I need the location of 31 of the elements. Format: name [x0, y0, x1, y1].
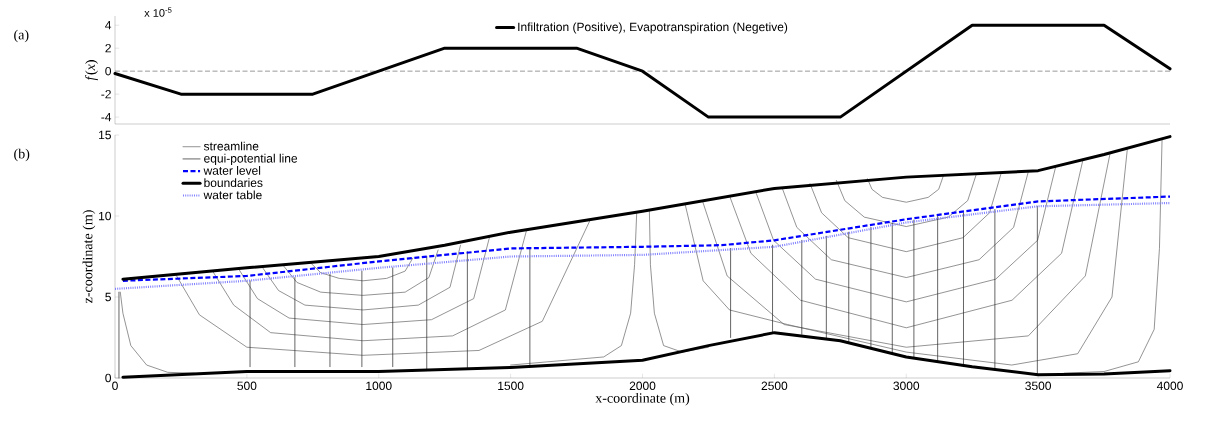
line-series [113, 201, 1172, 290]
line-series [113, 23, 1172, 119]
y-axis-title: z-coordinate (m) [82, 210, 96, 303]
text: (b) [14, 148, 30, 162]
y-tick-label: 5 [105, 292, 111, 302]
x-axis-title: x-coordinate (m) [595, 392, 690, 406]
y-tick-label: 4 [105, 21, 112, 30]
legend-label: water table [203, 190, 262, 200]
x-tick-label: 4000 [1156, 381, 1183, 391]
legend-label: equi-potential line [204, 153, 298, 166]
x-tick-label: 2000 [629, 381, 656, 391]
x-tick-label: 2500 [761, 381, 788, 391]
legend-label: boundaries [204, 178, 263, 188]
annotation: x 10$^{-5}$ [144, 7, 172, 17]
legend-label: water level [203, 166, 261, 175]
x-tick-label: 3000 [893, 381, 920, 391]
y-tick-label: 0 [105, 66, 112, 76]
y-axis-title: f(x) [85, 60, 98, 81]
y-tick-label: 0 [105, 373, 112, 383]
x-tick-label: 1000 [366, 381, 392, 391]
y-tick-label: 15 [99, 130, 111, 140]
y-tick-label: 10 [99, 211, 112, 221]
text: (a) [14, 29, 29, 43]
y-tick-label: -4 [101, 112, 112, 122]
y-tick-label: 2 [105, 44, 111, 53]
y-tick-label: -2 [101, 89, 111, 99]
legend-label: Infiltration (Positive), Evapotranspiration (Negetive) [518, 22, 788, 34]
legend-label: streamline [203, 141, 259, 151]
x-tick-label: 1500 [498, 381, 524, 391]
x-tick-label: 500 [237, 381, 257, 391]
x-tick-label: 3500 [1025, 381, 1052, 391]
